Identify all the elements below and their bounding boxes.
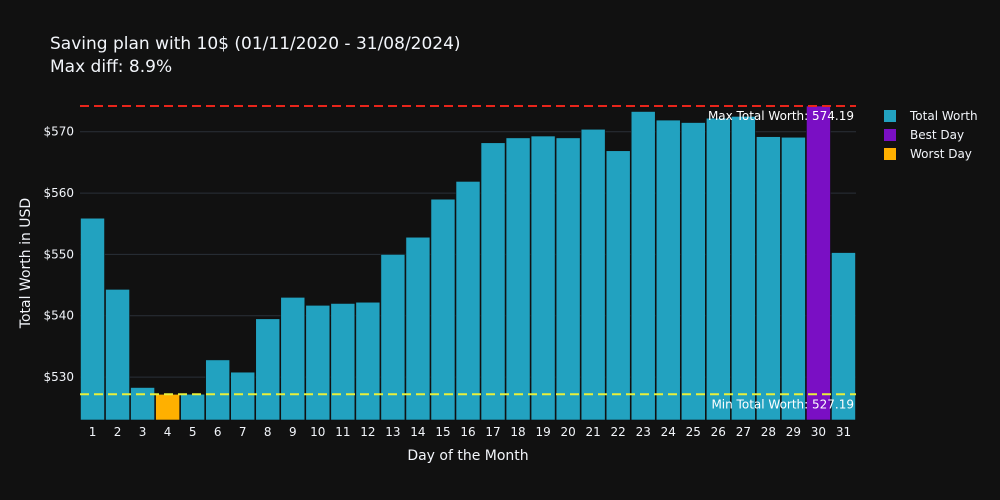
min-line-label: Min Total Worth: 527.19 [711, 397, 854, 411]
reference-lines: Max Total Worth: 574.19 Min Total Worth: … [80, 105, 856, 411]
x-tick-label: 21 [586, 425, 601, 439]
x-tick-label: 5 [189, 425, 197, 439]
x-axis-label: Day of the Month [407, 448, 528, 464]
x-tick-label: 2 [114, 425, 122, 439]
x-tick-label: 20 [560, 425, 575, 439]
bar-total-worth[interactable] [455, 181, 481, 421]
x-tick-label: 17 [485, 425, 500, 439]
bar-worst-day[interactable] [155, 394, 180, 421]
legend: Total Worth Best Day Worst Day [884, 106, 978, 163]
x-tick-label: 27 [736, 425, 751, 439]
bar-total-worth[interactable] [630, 111, 656, 421]
x-tick-label: 25 [686, 425, 701, 439]
bar-total-worth[interactable] [580, 128, 606, 421]
bar-total-worth[interactable] [305, 305, 331, 421]
x-tick-label: 18 [510, 425, 525, 439]
x-tick-label: 14 [410, 425, 425, 439]
y-tick-label: $540 [43, 309, 74, 323]
x-tick-label: 13 [385, 425, 400, 439]
legend-label-worst-day: Worst Day [910, 146, 972, 161]
bar-total-worth[interactable] [731, 116, 756, 421]
x-tick-label: 16 [460, 425, 475, 439]
x-tick-label: 11 [335, 425, 350, 439]
y-axis-label: Total Worth in USD [18, 198, 34, 329]
x-tick-label: 23 [636, 425, 651, 439]
x-tick-label: 30 [811, 425, 826, 439]
bar-total-worth[interactable] [605, 150, 631, 421]
legend-swatch-best-day [884, 128, 896, 141]
y-tick-label: $550 [43, 247, 74, 261]
legend-swatch-total-worth [884, 109, 896, 122]
bar-total-worth[interactable] [706, 117, 731, 421]
bar-total-worth[interactable] [680, 122, 706, 421]
bar-total-worth[interactable] [480, 142, 506, 421]
x-tick-label: 31 [836, 425, 851, 439]
x-tick-label: 10 [310, 425, 325, 439]
bar-total-worth[interactable] [280, 297, 306, 421]
legend-label-best-day: Best Day [910, 127, 965, 142]
x-tick-label: 4 [164, 425, 172, 439]
chart-title: Saving plan with 10$ (01/11/2020 - 31/08… [50, 34, 461, 54]
bar-total-worth[interactable] [130, 387, 155, 421]
bar-total-worth[interactable] [831, 252, 856, 421]
bar-total-worth[interactable] [255, 318, 281, 421]
bars [80, 105, 856, 421]
bar-total-worth[interactable] [355, 301, 381, 421]
legend-label-total-worth: Total Worth [910, 108, 978, 123]
x-tick-label: 15 [435, 425, 450, 439]
x-tick-label: 9 [289, 425, 297, 439]
y-tick-label: $570 [43, 125, 74, 139]
x-tick-label: 7 [239, 425, 247, 439]
max-line-label: Max Total Worth: 574.19 [708, 109, 854, 123]
bar-best-day[interactable] [806, 105, 831, 421]
bar-total-worth[interactable] [756, 136, 781, 421]
legend-item-best-day[interactable]: Best Day [884, 125, 978, 144]
x-tick-label: 3 [139, 425, 147, 439]
legend-item-total-worth[interactable]: Total Worth [884, 106, 978, 125]
bar-total-worth[interactable] [180, 393, 205, 421]
bar-total-worth[interactable] [205, 359, 230, 421]
bar-total-worth[interactable] [530, 135, 556, 421]
bar-total-worth[interactable] [430, 198, 456, 421]
x-tick-label: 26 [711, 425, 726, 439]
x-tick-label: 1 [89, 425, 97, 439]
bar-total-worth[interactable] [380, 254, 406, 421]
x-tick-label: 19 [535, 425, 550, 439]
y-tick-label: $560 [43, 186, 74, 200]
bar-total-worth[interactable] [655, 119, 681, 421]
x-tick-label: 24 [661, 425, 676, 439]
bar-total-worth[interactable] [505, 137, 531, 421]
chart-subtitle: Max diff: 8.9% [50, 57, 173, 77]
x-tick-label: 8 [264, 425, 272, 439]
bar-total-worth[interactable] [105, 289, 130, 421]
legend-swatch-worst-day [884, 147, 896, 160]
x-tick-label: 12 [360, 425, 375, 439]
x-tick-label: 28 [761, 425, 776, 439]
bar-total-worth[interactable] [80, 217, 105, 421]
bar-total-worth[interactable] [405, 236, 431, 421]
bar-total-worth[interactable] [555, 137, 581, 421]
y-tick-label: $530 [43, 370, 74, 384]
legend-item-worst-day[interactable]: Worst Day [884, 144, 978, 163]
bar-total-worth[interactable] [230, 371, 256, 421]
x-tick-label: 6 [214, 425, 222, 439]
bar-total-worth[interactable] [781, 136, 806, 421]
bar-total-worth[interactable] [330, 303, 356, 421]
x-tick-label: 29 [786, 425, 801, 439]
x-tick-label: 22 [611, 425, 626, 439]
